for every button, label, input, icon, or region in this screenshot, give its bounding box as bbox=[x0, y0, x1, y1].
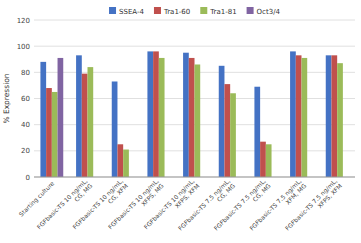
bar bbox=[112, 81, 118, 177]
x-tick-label-line: CG, MG bbox=[251, 182, 272, 203]
bar bbox=[52, 92, 58, 177]
x-tick-label: FGFbasic-TS 7.5 ng/mL,CG, MG bbox=[177, 177, 237, 237]
legend-item: SSEA-4 bbox=[109, 7, 144, 16]
x-tick-label-line: CG, MG bbox=[215, 182, 236, 203]
bar bbox=[331, 55, 337, 177]
bar bbox=[76, 55, 82, 177]
y-tick-label: 100 bbox=[17, 43, 30, 51]
bar bbox=[88, 67, 94, 177]
legend-swatch bbox=[154, 7, 161, 14]
x-tick-label-line: CG, XFM bbox=[106, 182, 129, 205]
x-tick-label-line: XFPS, MG bbox=[140, 182, 165, 207]
x-tick-label-line: XFPS, XFM bbox=[316, 182, 343, 209]
y-axis-label: % Expression bbox=[2, 73, 11, 123]
bar bbox=[254, 87, 260, 177]
bar bbox=[302, 58, 308, 177]
bar bbox=[46, 88, 52, 177]
bar bbox=[82, 74, 88, 177]
bar bbox=[290, 51, 296, 177]
x-tick-label: FGFbasic-TS 10 ng/mL,XFPS, MG bbox=[107, 177, 166, 236]
legend-item: Tra1-60 bbox=[154, 7, 190, 16]
grid bbox=[34, 20, 355, 177]
legend-label: Tra1-81 bbox=[209, 8, 236, 16]
x-tick-label: FGFbasic-TS 10 ng/mL,CG, MG bbox=[35, 177, 94, 236]
legend-item: Oct3/4 bbox=[247, 7, 281, 16]
x-tick-label: FGFbasic-TS 10 ng/mL,CG, XFM bbox=[71, 177, 129, 235]
y-tick-label: 40 bbox=[21, 121, 30, 129]
bar bbox=[58, 58, 64, 177]
legend-swatch bbox=[200, 7, 207, 14]
bar bbox=[189, 58, 195, 177]
bar bbox=[117, 144, 123, 177]
bar bbox=[260, 142, 266, 177]
bar bbox=[40, 62, 46, 177]
y-tick-label: 60 bbox=[21, 95, 30, 103]
bar bbox=[153, 51, 159, 177]
x-tick-label-line: CG, MG bbox=[73, 182, 94, 203]
y-tick-label: 80 bbox=[21, 69, 30, 77]
y-tick-label: 120 bbox=[17, 17, 30, 25]
bar bbox=[337, 63, 343, 177]
bar bbox=[230, 93, 236, 177]
grid-line bbox=[34, 20, 355, 21]
legend-label: Tra1-60 bbox=[163, 8, 190, 16]
bar bbox=[296, 55, 302, 177]
x-tick-label-line: XFM, MG bbox=[284, 182, 308, 206]
y-tick-label: 0 bbox=[26, 174, 30, 182]
bar bbox=[159, 58, 165, 177]
bar bbox=[224, 84, 230, 177]
y-tick-label: 20 bbox=[21, 147, 30, 155]
bar bbox=[219, 66, 225, 177]
x-tick-label: FGFbasic-TS 7.5 ng/mL,CG, MG bbox=[212, 177, 272, 237]
x-tick-labels: Starting cultureFGFbasic-TS 10 ng/mL,CG,… bbox=[17, 177, 343, 237]
x-tick-label: FGFbasic-TS 10 ng/mL,XFPS, XFM bbox=[142, 177, 200, 235]
legend-label: SSEA-4 bbox=[119, 8, 144, 16]
bars bbox=[40, 51, 342, 177]
bar bbox=[123, 150, 129, 177]
legend-swatch bbox=[247, 7, 254, 14]
x-tick-label: FGFbasic-TS 7.5 ng/mL,XFM, MG bbox=[248, 177, 308, 237]
bar bbox=[147, 51, 153, 177]
bar bbox=[326, 55, 332, 177]
grid-line bbox=[34, 46, 355, 47]
x-tick-label-line: XFPS, XFM bbox=[173, 182, 200, 209]
bar bbox=[266, 144, 272, 177]
legend-swatch bbox=[109, 7, 116, 14]
legend-label: Oct3/4 bbox=[257, 8, 281, 16]
bar bbox=[195, 64, 201, 177]
x-tick-label: FGFbasic-TS 7.5 ng/mL,XFPS, XFM bbox=[284, 177, 344, 237]
legend: SSEA-4 Tra1-60 Tra1-81 Oct3/4 bbox=[109, 7, 280, 16]
bar bbox=[183, 53, 189, 177]
x-tick-label-line: FGFbasic-TS 7.5 ng/mL, bbox=[284, 177, 339, 232]
legend-item: Tra1-81 bbox=[200, 7, 236, 16]
